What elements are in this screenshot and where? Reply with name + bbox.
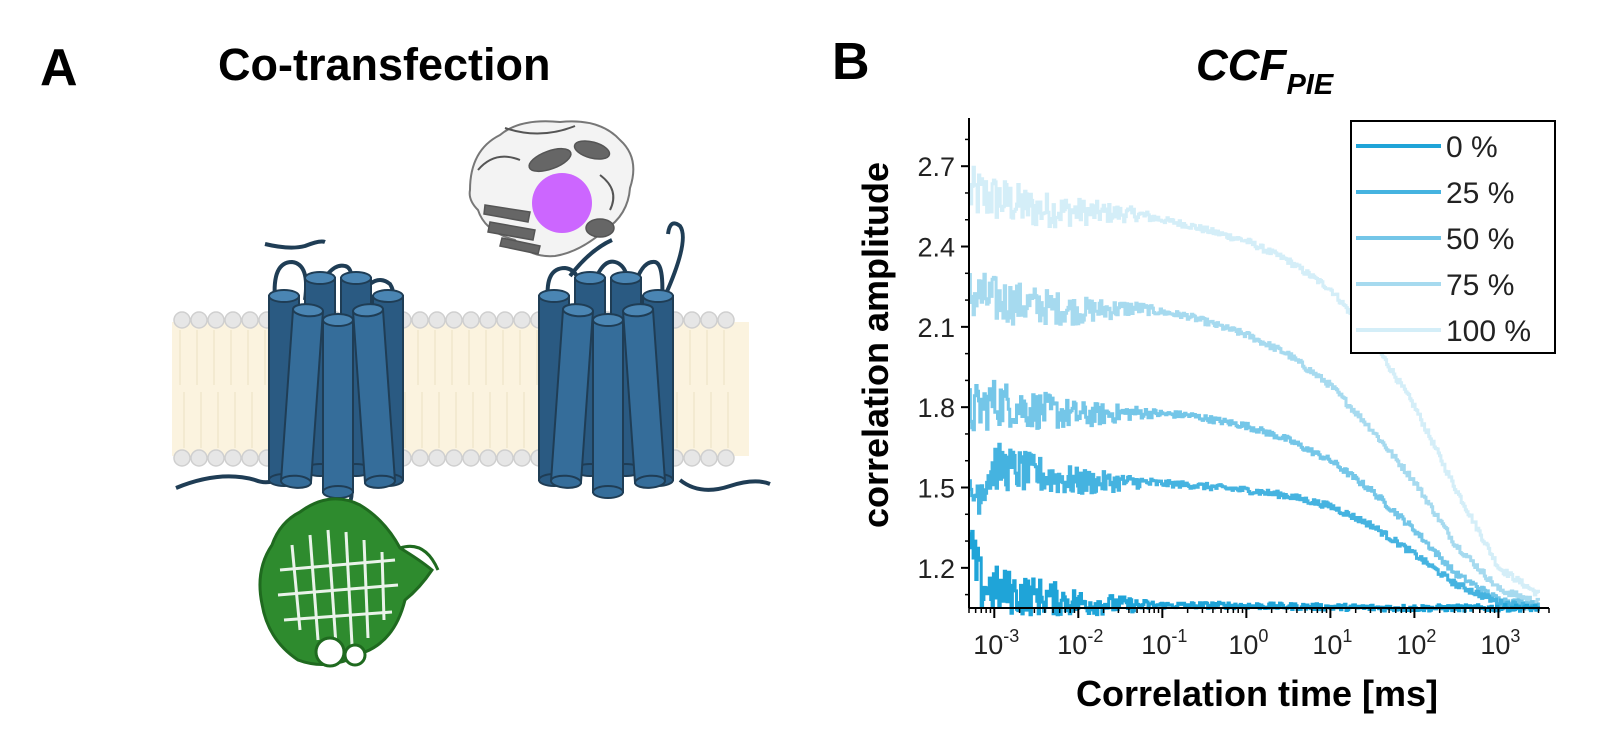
plot-lines [968, 165, 1540, 617]
helix-cap [372, 289, 404, 303]
x-ticks: 10-3 10-2 10-1 100 101 102 103 [968, 608, 1550, 660]
series-line-0 [968, 529, 1540, 617]
lipid-head [241, 311, 259, 329]
y-tick-label: 2.7 [917, 152, 955, 182]
series-line-75 [968, 272, 1540, 606]
legend-label: 0 % [1446, 131, 1498, 164]
lipid-head [207, 311, 225, 329]
helix [351, 303, 397, 489]
ligand-protein [468, 120, 635, 258]
lipid-head [700, 449, 718, 467]
lipid-head [207, 449, 225, 467]
lipid-head [428, 311, 446, 329]
lipid-head [428, 449, 446, 467]
lipid-head [462, 311, 480, 329]
series-line-25 [968, 442, 1540, 612]
legend-label: 25 % [1446, 177, 1514, 210]
lipid-head [683, 449, 701, 467]
cotransfection-illustration [172, 120, 771, 668]
lipid-head [241, 449, 259, 467]
helix-cap [304, 271, 336, 285]
helix [322, 313, 354, 499]
helix-cap [268, 289, 300, 303]
lipid-head [411, 449, 429, 467]
helix-base [364, 474, 396, 489]
helix-base [550, 474, 582, 489]
helix-base [280, 474, 312, 489]
helix-body [322, 319, 354, 493]
legend-label: 75 % [1446, 269, 1514, 302]
helix-cap [340, 271, 372, 285]
x-axis-title: Correlation time [ms] [1076, 673, 1438, 714]
series-line-100 [968, 165, 1540, 597]
title-subscript: PIE [1286, 69, 1334, 101]
lipid-head [683, 311, 701, 329]
helix-cap [610, 271, 642, 285]
lipid-head [462, 449, 480, 467]
helix [592, 313, 624, 499]
lipid-head [513, 449, 531, 467]
x-tick-label: 10-1 [1141, 626, 1187, 660]
helix-cap [352, 303, 384, 318]
x-tick-label: 102 [1396, 626, 1436, 660]
lipid-head [700, 311, 718, 329]
helix-cap [622, 303, 654, 318]
lipid-head [717, 311, 735, 329]
dye-marker [532, 173, 592, 233]
helix [549, 303, 595, 489]
helix [621, 303, 667, 489]
lipid-head [496, 449, 514, 467]
helix [279, 303, 325, 489]
chart-legend: 0 % 25 % 50 % 75 % 100 % [1350, 120, 1556, 354]
panel-a-title: Co-transfection [218, 39, 551, 90]
x-tick-label: 10-2 [1057, 626, 1103, 660]
y-axis-title: correlation amplitude [855, 162, 896, 528]
lipid-head [190, 449, 208, 467]
panel-b-letter: B [832, 33, 870, 91]
x-tick-label: 10-3 [973, 626, 1019, 660]
helix-cap [538, 289, 570, 303]
y-tick-label: 2.4 [917, 233, 955, 263]
lipid-head [224, 449, 242, 467]
x-tick-label: 100 [1228, 626, 1268, 660]
helix-cap [562, 303, 594, 318]
receptor-right [538, 271, 674, 499]
helix-base [634, 474, 666, 489]
y-tick-label: 2.1 [917, 313, 955, 343]
x-tick-label: 101 [1312, 626, 1352, 660]
series-line-50 [968, 379, 1540, 610]
gfp-protein [258, 497, 440, 668]
receptor-left [268, 271, 404, 499]
y-ticks: 1.2 1.5 1.8 2.1 2.4 2.7 [917, 138, 969, 596]
y-tick-label: 1.2 [917, 554, 955, 584]
panel-b-title: CCFPIE [1196, 41, 1333, 100]
helix-cap [574, 271, 606, 285]
y-tick-label: 1.8 [917, 393, 955, 423]
lipid-head [173, 311, 191, 329]
legend-label: 50 % [1446, 223, 1514, 256]
lipid-head [717, 449, 735, 467]
helix-cap [292, 303, 324, 318]
lipid-head [513, 311, 531, 329]
helix-base [592, 485, 624, 499]
lipid-head [445, 449, 463, 467]
legend-label: 100 % [1446, 315, 1531, 348]
helix-cap [642, 289, 674, 303]
lipid-head [479, 449, 497, 467]
lipid-head [224, 311, 242, 329]
title-main: CCF [1196, 41, 1287, 90]
x-tick-label: 103 [1480, 626, 1520, 660]
panel-a-letter: A [40, 39, 78, 97]
lipid-head [479, 311, 497, 329]
lipid-head [496, 311, 514, 329]
lipid-head [411, 311, 429, 329]
lipid-head [190, 311, 208, 329]
lipid-head [445, 311, 463, 329]
lipid-head [173, 449, 191, 467]
y-tick-label: 1.5 [917, 474, 955, 504]
